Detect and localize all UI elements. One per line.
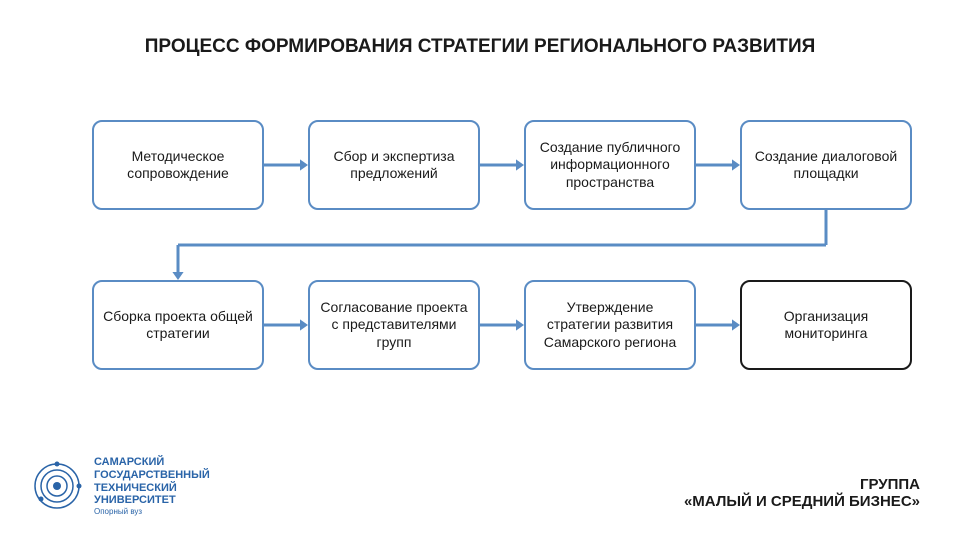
step-label: Создание публичного информационного прос… [534,139,686,192]
step-box-5: Сборка проекта общей стратегии [92,280,264,370]
step-label: Согласование проекта с представителями г… [318,299,470,352]
step-label: Методическое сопровождение [102,148,254,183]
logo-line2: ГОСУДАРСТВЕННЫЙ [94,469,210,482]
university-logo: САМАРСКИЙ ГОСУДАРСТВЕННЫЙ ТЕХНИЧЕСКИЙ УН… [30,456,210,516]
footer-group: ГРУППА «МАЛЫЙ И СРЕДНИЙ БИЗНЕС» [684,476,920,510]
step-label: Сборка проекта общей стратегии [102,308,254,343]
step-box-7: Утверждение стратегии развития Самарског… [524,280,696,370]
step-label: Организация мониторинга [750,308,902,343]
step-box-2: Сбор и экспертиза предложений [308,120,480,210]
logo-line4: УНИВЕРСИТЕТ [94,494,210,507]
page-title: ПРОЦЕСС ФОРМИРОВАНИЯ СТРАТЕГИИ РЕГИОНАЛЬ… [0,36,960,58]
logo-text: САМАРСКИЙ ГОСУДАРСТВЕННЫЙ ТЕХНИЧЕСКИЙ УН… [94,456,210,516]
logo-sub: Опорный вуз [94,507,210,516]
step-box-3: Создание публичного информационного прос… [524,120,696,210]
step-box-6: Согласование проекта с представителями г… [308,280,480,370]
logo-mark-icon [30,459,84,513]
step-box-4: Создание диалоговой площадки [740,120,912,210]
logo-line1: САМАРСКИЙ [94,456,210,469]
footer-line2: «МАЛЫЙ И СРЕДНИЙ БИЗНЕС» [684,493,920,510]
step-label: Создание диалоговой площадки [750,148,902,183]
footer-line1: ГРУППА [684,476,920,493]
step-box-8: Организация мониторинга [740,280,912,370]
step-box-1: Методическое сопровождение [92,120,264,210]
step-label: Сбор и экспертиза предложений [318,148,470,183]
step-label: Утверждение стратегии развития Самарског… [534,299,686,352]
logo-line3: ТЕХНИЧЕСКИЙ [94,482,210,495]
